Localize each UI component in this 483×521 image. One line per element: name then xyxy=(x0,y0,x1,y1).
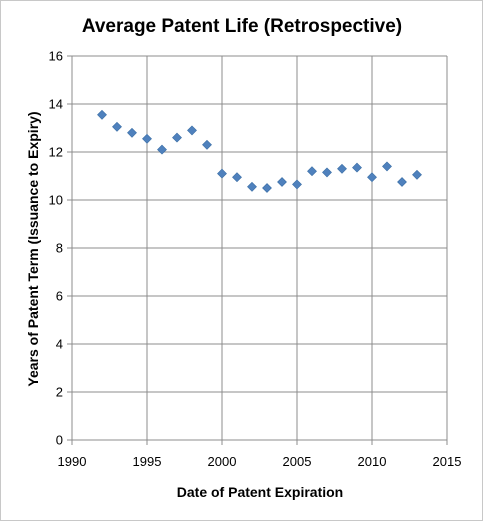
data-point xyxy=(397,177,407,187)
axes xyxy=(67,55,448,445)
data-point xyxy=(337,163,347,174)
x-axis-title: Date of Patent Expiration xyxy=(177,484,343,500)
x-tick-label: 2010 xyxy=(358,454,387,469)
data-point xyxy=(232,172,242,183)
data-point xyxy=(157,144,167,155)
tick-labels: 0 2 4 6 8 10 12 14 16 1990 1995 2000 2005 2010 2015 xyxy=(49,49,462,470)
gridlines xyxy=(71,55,448,441)
data-point xyxy=(277,177,287,187)
y-tick-label: 8 xyxy=(56,241,63,256)
data-point xyxy=(367,172,377,183)
data-point xyxy=(187,125,197,136)
data-point xyxy=(112,121,122,132)
data-point xyxy=(412,169,422,180)
data-point xyxy=(172,132,182,143)
data-point xyxy=(97,109,107,120)
x-tick-label: 1995 xyxy=(133,454,162,469)
y-tick-label: 16 xyxy=(49,49,63,64)
data-point xyxy=(202,139,212,150)
y-tick-label: 4 xyxy=(56,337,63,352)
chart-title: Average Patent Life (Retrospective) xyxy=(82,16,402,37)
x-tick-label: 2000 xyxy=(208,454,237,469)
data-point xyxy=(262,183,272,193)
data-points xyxy=(97,109,422,193)
y-axis-title: Years of Patent Term (Issuance to Expiry… xyxy=(25,111,41,386)
x-tick-label: 2005 xyxy=(283,454,312,469)
data-point xyxy=(307,166,317,177)
x-tick-label: 2015 xyxy=(433,454,462,469)
data-point xyxy=(142,133,152,144)
x-tick-label: 1990 xyxy=(58,454,87,469)
y-tick-label: 12 xyxy=(49,145,63,160)
y-tick-label: 0 xyxy=(56,433,63,448)
y-tick-label: 14 xyxy=(49,97,63,112)
data-point xyxy=(247,181,257,192)
data-point xyxy=(292,179,302,190)
y-tick-label: 2 xyxy=(56,385,63,400)
y-tick-label: 10 xyxy=(49,193,63,208)
y-tick-label: 6 xyxy=(56,289,63,304)
data-point xyxy=(322,167,332,178)
data-point xyxy=(382,161,392,172)
data-point xyxy=(217,168,227,179)
data-point xyxy=(127,127,137,138)
data-point xyxy=(352,162,362,173)
